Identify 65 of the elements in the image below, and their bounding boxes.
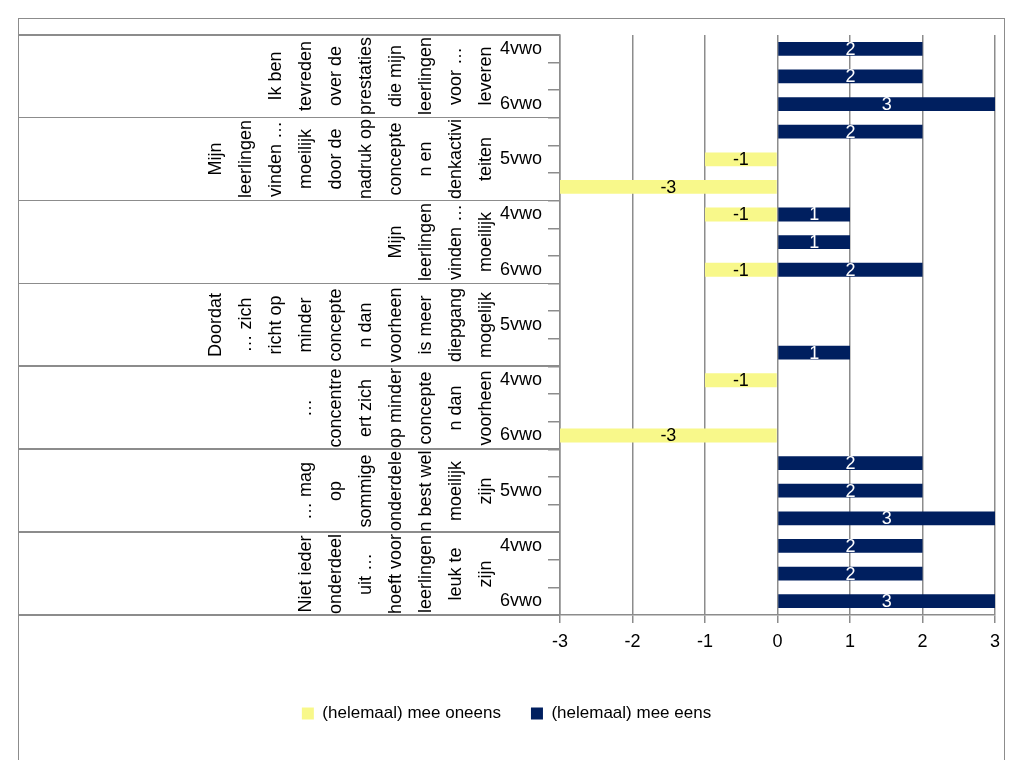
data-label: 2 (845, 453, 856, 474)
text: … mag op sommige onderdelen best wel moeilijk zijn (294, 449, 496, 533)
bar (778, 262, 923, 277)
bar (778, 235, 850, 250)
text: Mijn leerlingen vinden … moeilijk (384, 202, 496, 284)
bar (778, 511, 995, 526)
y-tick-label: 5vwo (499, 148, 542, 169)
bar (778, 124, 923, 139)
x-tick-label: 2 (917, 630, 928, 651)
y-tick-label: 6vwo (499, 590, 542, 611)
x-tick-label: 0 (772, 630, 783, 651)
data-label: 2 (845, 563, 856, 584)
legend-label: (helemaal) mee eens (551, 703, 712, 723)
data-label: -1 (732, 259, 749, 280)
bar (705, 262, 777, 277)
bar (778, 483, 923, 498)
bar (778, 456, 923, 470)
text: … concentreert zich op minder concepten dan voorheen (294, 366, 496, 450)
data-label: -3 (660, 176, 677, 197)
data-label: 2 (845, 535, 856, 556)
y-tick-label: 4vwo (499, 203, 542, 224)
bar (560, 180, 777, 194)
bar (705, 373, 777, 388)
y-tick-label: 6vwo (499, 258, 542, 279)
data-label: -1 (732, 204, 749, 225)
bar (705, 152, 777, 167)
y-tick-label: 5vwo (499, 313, 542, 334)
data-label: 2 (845, 38, 856, 59)
x-tick-label: 3 (989, 630, 1001, 651)
text: Mijn leerlingen vinden … moeilijk door de nadruk op concepten en denkactiviteiten (204, 119, 495, 200)
bar (778, 41, 923, 56)
data-label: 2 (845, 480, 856, 501)
bar (778, 97, 995, 111)
text: Niet ieder onderdeel uit … hoeft voor leerlingen leuk te zijn (294, 532, 496, 615)
bar (778, 345, 850, 360)
data-label: -1 (732, 370, 749, 391)
y-tick-label: 4vwo (499, 534, 542, 555)
bar (778, 539, 923, 553)
data-label: 1 (809, 204, 820, 225)
data-label: 1 (809, 342, 820, 363)
y-tick-label: 4vwo (499, 369, 542, 390)
bar (778, 566, 923, 581)
x-tick-label: -3 (551, 630, 569, 651)
bar (560, 428, 777, 443)
text: Doordat … zich richt op minder concepten dan voorheen is meer diepgang mogelijk (204, 287, 495, 363)
data-label: 3 (881, 591, 892, 612)
x-tick-label: -1 (696, 630, 714, 651)
y-tick-label: 4vwo (499, 37, 542, 58)
data-label: 2 (845, 121, 856, 142)
data-label: 2 (845, 259, 856, 280)
x-tick-label: -2 (624, 630, 641, 651)
data-label: 2 (845, 66, 856, 87)
text: Ik ben tevreden over de prestaties die mijn leerlingen voor … leveren (264, 36, 496, 118)
legend-label: (helemaal) mee oneens (322, 703, 501, 723)
bar (778, 69, 923, 84)
data-label: 3 (881, 508, 892, 529)
data-label: -1 (732, 149, 749, 170)
x-tick-label: 1 (844, 630, 856, 651)
data-label: 1 (809, 232, 820, 253)
y-tick-label: 6vwo (499, 424, 542, 445)
y-tick-label: 6vwo (499, 93, 542, 114)
data-label: -3 (660, 425, 677, 446)
data-label: 3 (881, 94, 892, 115)
y-tick-label: 5vwo (499, 479, 542, 500)
bar (778, 594, 995, 609)
